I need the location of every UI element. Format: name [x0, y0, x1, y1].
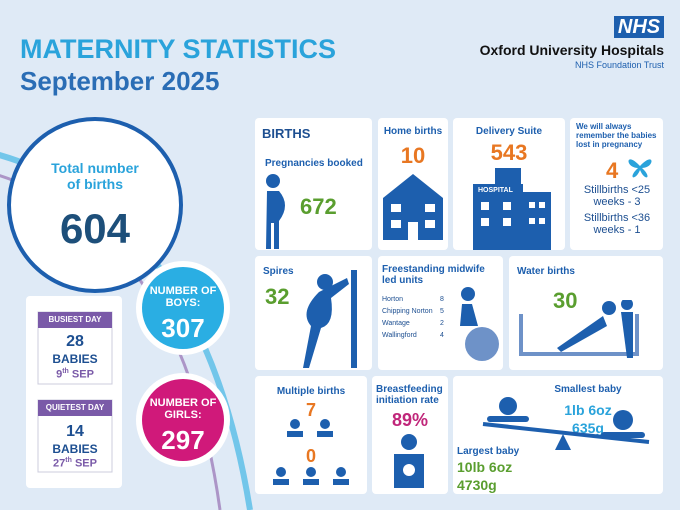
value: 543: [490, 140, 528, 165]
title: MATERNITY STATISTICS: [20, 34, 336, 64]
unit-name: Wantage: [382, 320, 410, 327]
label: Pregnancies booked: [265, 158, 363, 169]
quietest-count: 14: [66, 423, 84, 440]
busiest-label: BUSIEST DAY: [48, 315, 102, 324]
quietest-unit: BABIES: [52, 442, 98, 456]
unit-name: Wallingford: [382, 332, 417, 339]
butterfly-icon: [628, 159, 652, 178]
label: Breastfeeding initiation rate: [376, 384, 443, 406]
month: SEP: [71, 368, 94, 381]
heading: BIRTHS: [262, 126, 311, 141]
bath-icon: [519, 300, 639, 358]
quietest-date: 27th SEP: [38, 457, 112, 470]
label: Multiple births: [276, 386, 346, 397]
spires-panel: Spires 32: [255, 256, 372, 370]
feeding-icon: [394, 434, 424, 488]
births-panel: BIRTHS Pregnancies booked 672: [255, 118, 372, 250]
day: 9: [56, 368, 63, 381]
pregnant-icon: [266, 174, 285, 249]
value: 32: [265, 284, 290, 309]
triplets: 0: [305, 446, 316, 466]
total-births: 604: [59, 205, 131, 252]
busiest-unit: BABIES: [52, 352, 98, 366]
organisation: Oxford University Hospitals: [479, 42, 664, 58]
value: 10: [400, 143, 426, 168]
boys-label: NUMBER OF BOYS:: [149, 285, 217, 309]
label: Freestanding midwife led units: [382, 264, 485, 286]
boys: 307: [161, 313, 205, 343]
smallest-metric: 635g: [572, 420, 604, 436]
unit-count: 5: [440, 308, 444, 315]
girls: 297: [161, 425, 205, 455]
unit-name: Chipping Norton: [382, 308, 433, 315]
twins: 7: [305, 400, 316, 420]
suffix: th: [62, 368, 69, 375]
label: Water births: [517, 266, 575, 277]
babies-icon: [273, 419, 349, 485]
largest-imperial: 10lb 6oz: [457, 459, 513, 475]
label: Delivery Suite: [475, 126, 543, 137]
unit-count: 2: [440, 320, 444, 327]
unit-count: 8: [440, 296, 444, 303]
freestanding-panel: Freestanding midwife led units Horton 8 Ch…: [378, 256, 503, 370]
logo: NHS: [617, 16, 661, 38]
value: 30: [553, 288, 578, 313]
quietest-label: QUIETEST DAY: [45, 403, 105, 412]
icon-label: HOSPITAL: [478, 187, 513, 194]
trust: NHS Foundation Trust: [574, 60, 664, 70]
label: We will always remember the babies lost …: [576, 122, 657, 149]
total-label: Total number of births: [51, 160, 139, 192]
stillbirths-25: Stillbirths <25 weeks - 3: [583, 184, 651, 208]
smallest-imperial: 1lb 6oz: [564, 402, 612, 418]
seesaw-icon: [482, 397, 650, 450]
home-panel: Home births 10: [378, 118, 448, 250]
largest-label: Largest baby: [457, 446, 520, 457]
largest-metric: 4730g: [457, 477, 497, 493]
house-icon: [383, 174, 443, 240]
girls-label: NUMBER OF GIRLS:: [149, 397, 217, 421]
suffix: th: [65, 457, 72, 464]
month: SEP: [74, 457, 97, 470]
unit-name: Horton: [382, 296, 404, 303]
value: 89%: [391, 410, 429, 430]
subtitle: September 2025: [20, 66, 220, 96]
remember-panel: We will always remember the babies lost …: [570, 118, 663, 250]
breastfeeding-panel: Breastfeeding initiation rate 89%: [372, 376, 448, 494]
value: 672: [300, 194, 337, 219]
spires-icon: [303, 270, 357, 368]
stillbirths-36: Stillbirths <36 weeks - 1: [583, 212, 651, 236]
busiest-count: 28: [66, 333, 84, 350]
day: 27: [53, 457, 66, 470]
smallest-label: Smallest baby: [554, 384, 622, 395]
label: Spires: [263, 266, 294, 277]
baby-weight-panel: Smallest baby 1lb 6oz 635g Largest baby …: [453, 376, 663, 494]
unit-count: 4: [440, 332, 444, 339]
value: 4: [606, 158, 619, 183]
busiest-date: 9th SEP: [38, 368, 112, 381]
multiple-panel: Multiple births 7 0: [255, 376, 367, 494]
water-panel: Water births 30: [509, 256, 663, 370]
ball-icon: [460, 287, 499, 361]
label: Home births: [383, 126, 443, 137]
hospital-icon: [473, 168, 551, 250]
delivery-panel: Delivery Suite 543 HOSPITAL: [453, 118, 565, 250]
